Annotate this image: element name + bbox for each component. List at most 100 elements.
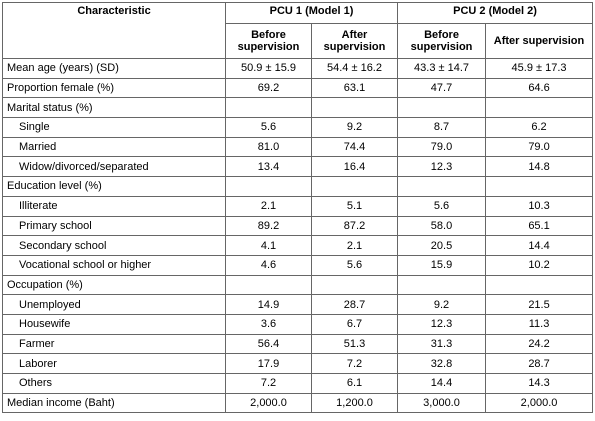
cell-value: 45.9 ± 17.3: [485, 58, 594, 79]
cell-value: 16.4: [310, 156, 399, 178]
cell-value: 9.2: [397, 294, 487, 315]
row-label: Housewife: [2, 313, 226, 335]
empty-cell: [225, 176, 312, 197]
cell-value: 32.8: [397, 353, 487, 374]
cell-value: 5.6: [310, 254, 399, 276]
table-row: Farmer 56.4 51.3 31.3 24.2: [2, 333, 594, 355]
cell-value: 6.1: [310, 373, 399, 394]
header-row: Before supervision After supervision Bef…: [3, 23, 594, 59]
row-label: Laborer: [2, 353, 226, 374]
empty-cell: [310, 97, 399, 119]
cell-value: 12.3: [397, 156, 487, 178]
table-row: Occupation (%): [2, 274, 594, 296]
cell-value: 47.7: [397, 77, 487, 99]
cell-value: 14.4: [485, 235, 594, 256]
cell-value: 56.4: [225, 333, 312, 355]
empty-cell: [310, 176, 399, 197]
row-label: Proportion female (%): [2, 77, 226, 99]
header-row: Characteristic PCU 1 (Model 1) PCU 2 (Mo…: [2, 2, 594, 59]
empty-cell: [310, 274, 399, 296]
cell-value: 5.1: [310, 195, 399, 217]
cell-value: 64.6: [485, 77, 594, 99]
cell-value: 7.2: [225, 373, 312, 394]
empty-cell: [397, 176, 487, 197]
cell-value: 24.2: [485, 333, 594, 355]
group-header: PCU 1 (Model 1): [224, 2, 399, 24]
cell-value: 20.5: [397, 235, 487, 256]
row-label: Marital status (%): [2, 97, 226, 119]
row-label: Unemployed: [2, 294, 226, 315]
table-row: Widow/divorced/separated 13.4 16.4 12.3 14.8: [2, 156, 594, 178]
cell-value: 4.1: [225, 235, 312, 256]
row-label: Education level (%): [2, 176, 226, 197]
cell-value: 14.4: [397, 373, 487, 394]
table-row: Marital status (%): [2, 97, 594, 119]
table-row: Primary school 89.2 87.2 58.0 65.1: [2, 215, 594, 237]
cell-value: 50.9 ± 15.9: [225, 58, 312, 79]
cell-value: 81.0: [225, 136, 312, 158]
row-label: Married: [2, 136, 226, 158]
cell-value: 3,000.0: [397, 392, 487, 414]
empty-cell: [485, 97, 594, 119]
cell-value: 5.6: [225, 117, 312, 138]
cell-value: 11.3: [485, 313, 594, 335]
row-label: Secondary school: [2, 235, 226, 256]
cell-value: 89.2: [225, 215, 312, 237]
subheader: Before supervision: [397, 23, 487, 59]
empty-cell: [485, 176, 594, 197]
data-table: Characteristic PCU 1 (Model 1) PCU 2 (Mo…: [2, 2, 594, 414]
header-cell: Characteristic: [2, 2, 226, 59]
row-label: Median income (Baht): [2, 392, 226, 414]
row-label: Single: [2, 117, 226, 138]
row-label: Others: [2, 373, 226, 394]
row-label: Farmer: [2, 333, 226, 355]
cell-value: 8.7: [397, 117, 487, 138]
cell-value: 9.2: [310, 117, 399, 138]
table-row: Laborer 17.9 7.2 32.8 28.7: [2, 353, 594, 374]
cell-value: 2.1: [225, 195, 312, 217]
cell-value: 15.9: [397, 254, 487, 276]
table-row: Education level (%): [2, 176, 594, 197]
empty-cell: [485, 274, 594, 296]
cell-value: 14.9: [225, 294, 312, 315]
cell-value: 13.4: [225, 156, 312, 178]
empty-cell: [225, 97, 312, 119]
empty-cell: [397, 274, 487, 296]
cell-value: 21.5: [485, 294, 594, 315]
cell-value: 79.0: [485, 136, 594, 158]
cell-value: 87.2: [310, 215, 399, 237]
table-row: Proportion female (%) 69.2 63.1 47.7 64.6: [2, 77, 594, 99]
cell-value: 58.0: [397, 215, 487, 237]
cell-value: 4.6: [225, 254, 312, 276]
cell-value: 28.7: [310, 294, 399, 315]
cell-value: 7.2: [310, 353, 399, 374]
cell-value: 1,200.0: [310, 392, 399, 414]
table-row: Married 81.0 74.4 79.0 79.0: [2, 136, 594, 158]
cell-value: 10.3: [485, 195, 594, 217]
row-label: Primary school: [2, 215, 226, 237]
cell-value: 2,000.0: [225, 392, 312, 414]
empty-cell: [397, 97, 487, 119]
cell-value: 69.2: [225, 77, 312, 99]
row-label: Occupation (%): [2, 274, 226, 296]
table-row: Illiterate 2.1 5.1 5.6 10.3: [2, 195, 594, 217]
cell-value: 3.6: [225, 313, 312, 335]
cell-value: 12.3: [397, 313, 487, 335]
cell-value: 2.1: [310, 235, 399, 256]
table-body: Mean age (years) (SD) 50.9 ± 15.9 54.4 ± 1…: [2, 58, 594, 414]
row-label: Vocational school or higher: [2, 254, 226, 276]
cell-value: 51.3: [310, 333, 399, 355]
row-label: Widow/divorced/separated: [2, 156, 226, 178]
cell-value: 74.4: [310, 136, 399, 158]
cell-value: 2,000.0: [485, 392, 594, 414]
row-label: Mean age (years) (SD): [2, 58, 226, 79]
group-header: PCU 2 (Model 2): [397, 2, 594, 24]
cell-value: 28.7: [485, 353, 594, 374]
subheader: After supervision: [485, 23, 594, 59]
table-row: Mean age (years) (SD) 50.9 ± 15.9 54.4 ± 1…: [2, 58, 594, 79]
cell-value: 43.3 ± 14.7: [397, 58, 487, 79]
row-label: Illiterate: [2, 195, 226, 217]
cell-value: 6.7: [310, 313, 399, 335]
table-row: Unemployed 14.9 28.7 9.2 21.5: [2, 294, 594, 315]
